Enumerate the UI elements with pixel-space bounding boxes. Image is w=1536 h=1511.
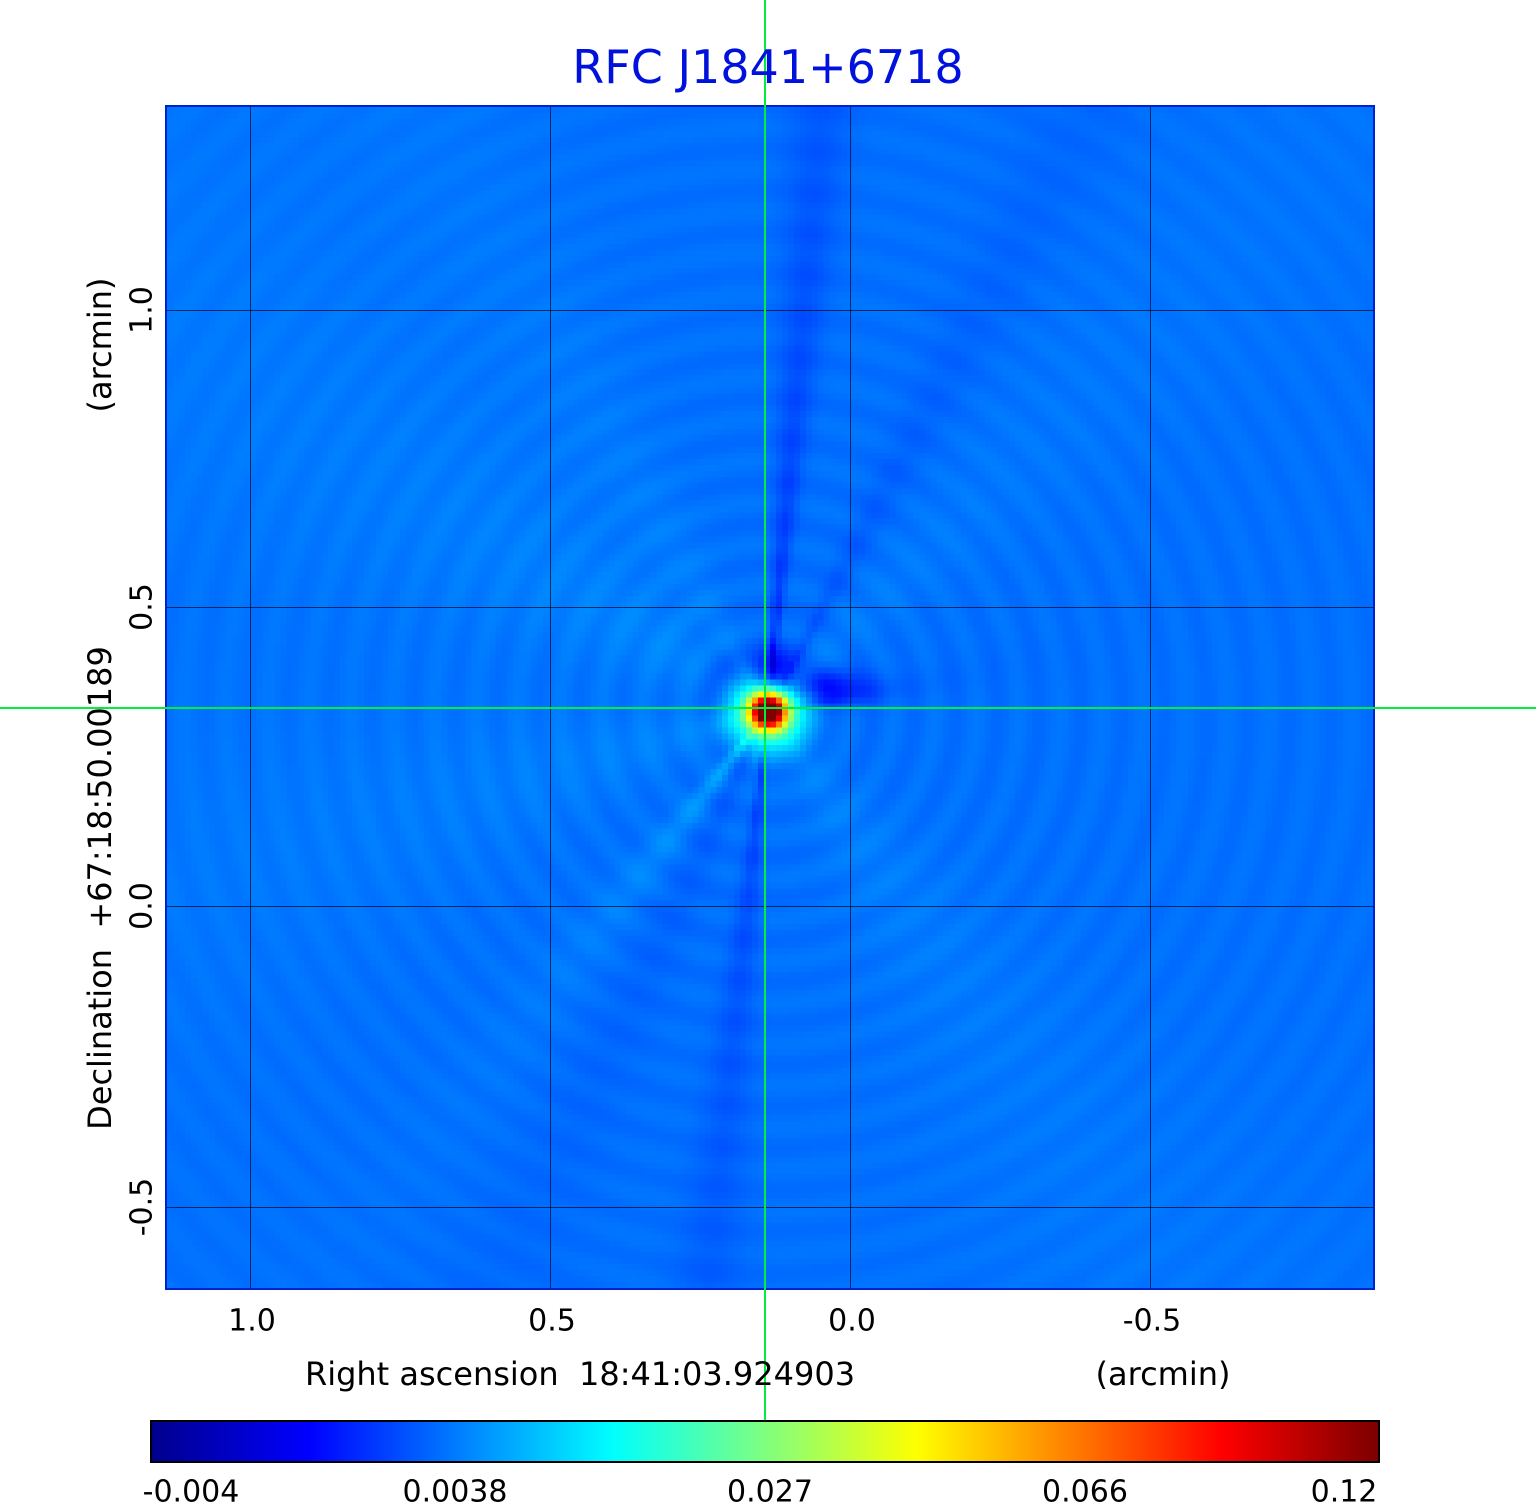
colorbar-tick-3: 0.027 — [727, 1474, 813, 1510]
y-axis-unit-label: (arcmin) — [81, 277, 119, 413]
grid-line-vertical-1 — [250, 107, 251, 1288]
sky-map-plot — [165, 105, 1375, 1290]
y-axis-label: Declination +67:18:50.00189 — [81, 646, 119, 1130]
colorbar-tick-4: 0.066 — [1042, 1474, 1128, 1510]
grid-line-horizontal-2 — [167, 607, 1373, 608]
grid-line-vertical-3 — [850, 107, 851, 1288]
colorbar-tick-5: 0.12 — [1310, 1474, 1378, 1510]
x-axis-tick-1: 1.0 — [228, 1303, 276, 1339]
grid-line-vertical-4 — [1150, 107, 1151, 1288]
x-axis-tick-4: -0.5 — [1122, 1303, 1182, 1339]
x-axis-unit-label: (arcmin) — [1095, 1355, 1231, 1393]
y-axis-tick-2: 0.5 — [124, 583, 160, 631]
grid-line-horizontal-3 — [167, 906, 1373, 907]
crosshair-vertical-line — [764, 0, 766, 1463]
x-axis-label: Right ascension 18:41:03.924903 — [304, 1355, 856, 1393]
colorbar-tick-1: -0.004 — [142, 1474, 240, 1510]
colorbar-tick-2: 0.0038 — [402, 1474, 508, 1510]
sky-map-image — [167, 107, 1373, 1288]
x-axis-tick-2: 0.5 — [528, 1303, 576, 1339]
grid-line-horizontal-1 — [167, 310, 1373, 311]
grid-line-vertical-2 — [550, 107, 551, 1288]
colorbar-gradient — [152, 1422, 1378, 1461]
y-axis-tick-1: 1.0 — [124, 286, 160, 334]
plot-title: RFC J1841+6718 — [572, 40, 964, 94]
colorbar — [150, 1420, 1380, 1463]
x-axis-tick-3: 0.0 — [828, 1303, 876, 1339]
y-axis-tick-4: -0.5 — [124, 1177, 160, 1237]
y-axis-tick-3: 0.0 — [124, 882, 160, 930]
crosshair-horizontal-line — [0, 707, 1536, 709]
grid-line-horizontal-4 — [167, 1207, 1373, 1208]
